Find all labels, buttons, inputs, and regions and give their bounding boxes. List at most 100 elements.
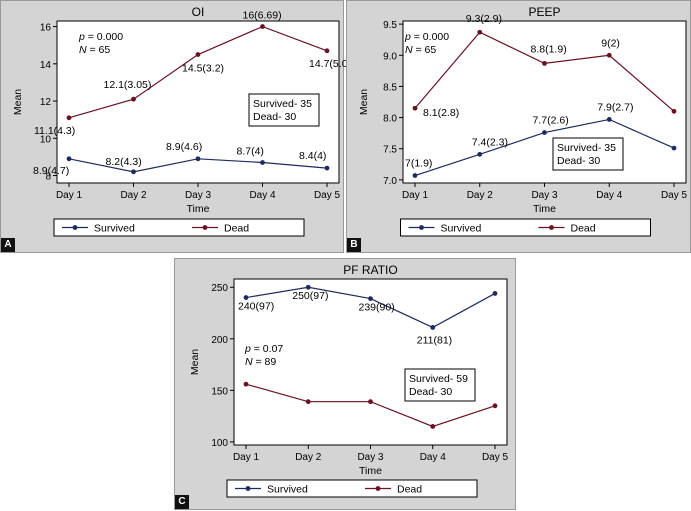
data-point-survived [260,160,265,165]
data-label: 7(1.9) [405,158,432,170]
x-tick-label: Day 5 [314,190,341,201]
x-tick-label: Day 1 [56,190,83,201]
legend-label-survived: Survived [94,223,135,235]
data-point-survived [66,156,72,162]
n-annotation: N = 89 [245,356,276,368]
chart-peep: PEEP 7.0 7.5 8.0 8.5 9.0 9.5 Day 1 Day 2 Day 3 Day… [358,5,688,237]
y-tick-label: 200 [211,335,228,346]
data-label: 14.5(3.2) [182,63,224,75]
data-point-dead [66,115,72,121]
x-tick-label: Day 4 [420,452,447,463]
x-tick-label: Day 2 [467,190,494,201]
n-value: = 65 [87,44,111,56]
data-point-dead [412,105,418,111]
data-label: 8.4(4) [299,150,326,162]
p-value-annotation: p = 0.07 [244,343,283,355]
n-annotation: N = 65 [405,44,436,56]
counts-box-line: Dead- 30 [253,111,296,123]
data-label: 9.3(2.9) [466,13,502,25]
data-label: 8.9(4.7) [33,165,69,177]
chart-title: OI [192,5,205,19]
legend-box [226,479,478,498]
data-label: 7.9(2.7) [597,101,633,113]
data-point-survived [195,156,201,162]
p-value-annotation: p = 0.000 [78,31,123,43]
legend-marker-survived [419,225,424,230]
data-point-dead [305,399,311,405]
data-point-survived [492,291,498,296]
n-value: = 89 [253,356,277,368]
counts-box-line: Survived- 35 [253,98,312,110]
p-value: = 0.07 [251,343,284,355]
x-tick-label: Day 3 [531,190,558,201]
data-point-dead [195,52,201,57]
data-point-dead [477,29,483,35]
legend-marker-survived [72,225,78,230]
data-point-dead [606,52,612,58]
y-tick-label: 9.0 [383,51,397,62]
data-point-survived [368,296,373,301]
y-tick-label: 10 [40,134,52,145]
x-axis-title: Time [533,203,556,215]
data-point-survived [305,284,311,290]
y-tick-label: 8.0 [383,114,397,125]
y-tick-label: 12 [40,97,52,108]
data-label: 7.7(2.6) [533,115,569,127]
data-point-dead [430,424,436,429]
chart-title: PF RATIO [343,263,397,277]
data-point-dead [131,96,136,102]
legend-label-survived: Survived [267,484,308,496]
y-axis-title: Mean [189,349,201,375]
data-label: 11.1(4.3) [34,125,75,137]
counts-box [552,137,624,171]
counts-box [248,93,320,127]
n-symbol: N [405,44,413,56]
legend-box [400,218,651,237]
x-tick-label: Day 3 [357,452,384,463]
y-tick-label: 8.5 [383,82,397,93]
counts-box-line: Dead- 30 [409,386,452,398]
panel-letter-a: A [1,238,15,252]
p-symbol: p [404,31,411,43]
data-label: 240(97) [238,301,274,313]
y-tick-label: 9.5 [383,20,397,31]
data-label: 211(81) [417,334,452,346]
x-tick-label: Day 3 [185,190,212,201]
legend-marker-dead [549,225,554,230]
p-value: = 0.000 [85,31,123,43]
data-point-dead [368,399,373,405]
data-label: 16(6.69) [243,10,282,22]
data-label: 12.1(3.05) [104,79,152,91]
data-label: 250(97) [292,290,328,302]
y-tick-label: 250 [211,283,228,294]
y-axis-title: Mean [358,89,370,115]
data-point-dead [542,60,547,66]
legend-marker-survived [245,486,251,491]
legend-marker-dead [202,225,208,230]
counts-box-line: Survived- 35 [557,142,616,154]
counts-box-line: Dead- 30 [557,155,600,167]
data-point-dead [260,24,265,29]
legend-label-dead: Dead [571,223,596,235]
data-point-survived [671,145,677,151]
chart-panel-c: PF RATIO 100 150 200 250 Day 1 Day 2 Day 3 Day 4… [174,258,516,510]
y-axis-title: Mean [12,89,24,115]
data-point-survived [324,165,330,171]
x-tick-label: Day 2 [295,452,322,463]
y-tick-label: 7.0 [383,176,397,187]
n-annotation: N = 65 [79,44,110,56]
data-point-survived [477,151,483,157]
counts-box [404,368,476,402]
data-label: 14.7(5.0) [309,58,351,70]
data-point-survived [412,173,418,178]
x-tick-label: Day 5 [661,190,688,201]
y-tick-label: 7.5 [383,145,397,156]
data-label: 8.9(4.6) [166,141,202,153]
data-point-dead [324,48,330,54]
data-point-survived [430,325,436,330]
legend-marker-dead [375,486,381,491]
x-tick-label: Day 4 [249,190,276,201]
data-label: 7.4(2.3) [472,136,508,148]
chart-oi: OI 8 10 12 14 16 Day 1 Day 2 Day 3 Day 4 Day 5 Time… [12,5,351,237]
data-point-dead [671,108,677,114]
